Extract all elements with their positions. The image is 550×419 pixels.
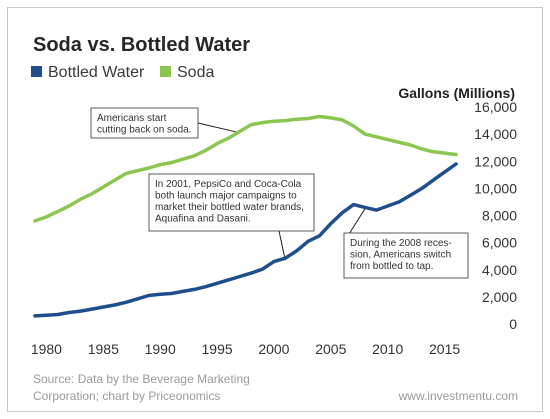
credit-text: www.investmentu.com — [398, 389, 518, 403]
x-tick-label: 1985 — [88, 341, 119, 357]
annotation-text: Americans start — [97, 113, 167, 124]
x-tick-label: 2015 — [429, 341, 460, 357]
annotation-text: sion, Americans switch — [350, 250, 451, 261]
legend-swatch-soda — [160, 66, 171, 77]
series-line-soda — [33, 114, 458, 223]
annotation-text: from bottled to tap. — [350, 261, 433, 272]
y-tick-label: 8,000 — [482, 208, 517, 224]
annotation-text: During the 2008 reces- — [350, 238, 452, 249]
source-line-1: Source: Data by the Beverage Marketing — [33, 372, 250, 386]
x-tick-label: 2010 — [372, 341, 403, 357]
x-tick-label: 1980 — [31, 341, 62, 357]
y-tick-label: 16,000 — [474, 99, 517, 115]
y-tick-label: 0 — [509, 316, 517, 332]
y-axis-label: Gallons (Millions) — [398, 85, 515, 101]
annotation-pointer — [197, 122, 240, 134]
y-tick-labels: 0 2,000 4,000 6,000 8,000 10,000 12,000 14,000 1… — [474, 99, 517, 332]
y-tick-label: 4,000 — [482, 262, 517, 278]
annotation-3: During the 2008 reces-sion, Americans sw… — [343, 208, 469, 279]
y-tick-label: 10,000 — [474, 180, 517, 196]
x-tick-label: 1995 — [202, 341, 233, 357]
x-tick-label: 1990 — [145, 341, 176, 357]
x-tick-labels: 1980 1985 1990 1995 2000 2005 2010 2015 — [31, 341, 461, 357]
annotation-text: market their bottled water brands, — [155, 202, 304, 213]
legend: Bottled Water Soda — [31, 64, 214, 81]
annotation-text: Aquafina and Dasani. — [155, 214, 251, 225]
annotation-text: In 2001, PepsiCo and Coca-Cola — [155, 179, 302, 190]
annotation-text: cutting back on soda. — [97, 125, 192, 136]
x-tick-label: 2005 — [315, 341, 346, 357]
source-line-2: Corporation; chart by Priceonomics — [33, 389, 220, 403]
chart-title: Soda vs. Bottled Water — [33, 34, 251, 56]
y-tick-label: 2,000 — [482, 289, 517, 305]
annotation-box — [90, 107, 199, 139]
annotation-box — [343, 232, 469, 279]
series-line-bottled-water — [33, 162, 458, 318]
legend-label-bottled-water: Bottled Water — [48, 64, 145, 81]
x-tick-label: 2000 — [258, 341, 289, 357]
annotation-box — [148, 173, 315, 232]
y-tick-label: 14,000 — [474, 126, 517, 142]
series-layer — [33, 114, 458, 318]
y-tick-label: 6,000 — [482, 235, 517, 251]
y-tick-label: 12,000 — [474, 153, 517, 169]
annotation-pointer — [278, 230, 286, 261]
legend-label-soda: Soda — [177, 64, 214, 81]
legend-swatch-bottled-water — [31, 66, 42, 77]
annotation-text: both launch major campaigns to — [155, 191, 297, 202]
